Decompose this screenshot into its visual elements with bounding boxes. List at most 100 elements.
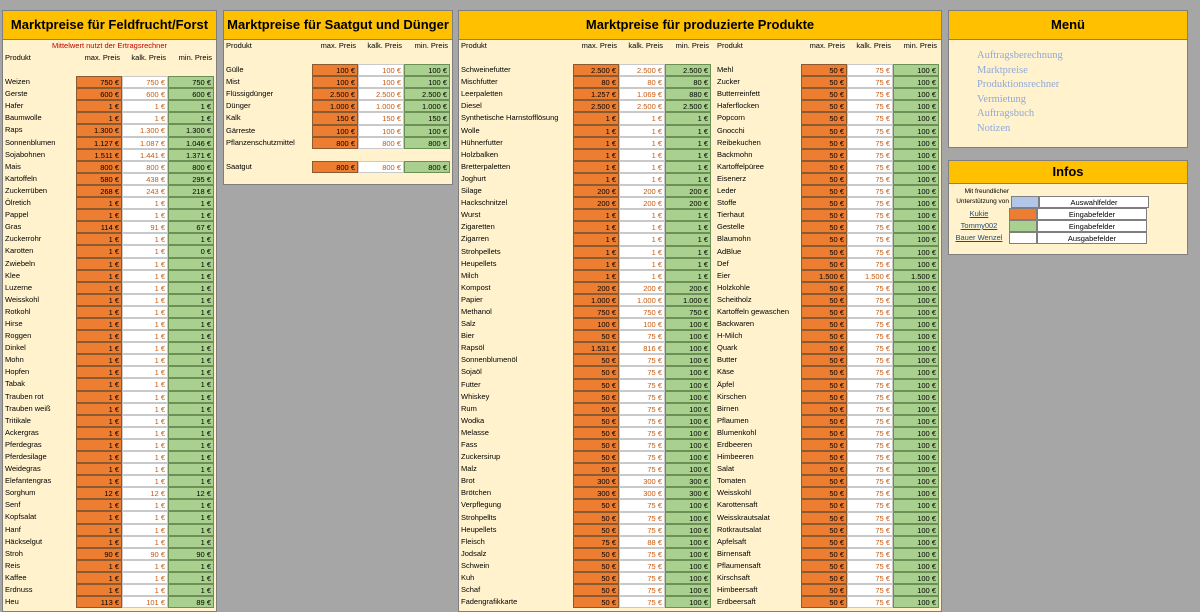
max-price-cell[interactable]: 800 €: [312, 160, 358, 173]
min-price-cell[interactable]: 1 €: [168, 499, 214, 512]
max-price-cell[interactable]: 50 €: [573, 584, 619, 597]
max-price-cell[interactable]: 50 €: [573, 426, 619, 439]
max-price-cell[interactable]: 1 €: [76, 475, 122, 488]
max-price-cell[interactable]: 50 €: [801, 559, 847, 573]
max-price-cell[interactable]: 50 €: [801, 100, 847, 113]
menu-item-produktionsrechner[interactable]: Produktionsrechner: [977, 79, 1060, 90]
min-price-cell[interactable]: 100 €: [665, 451, 711, 464]
min-price-cell[interactable]: 1.371 €: [168, 148, 214, 161]
min-price-cell[interactable]: 1 €: [168, 197, 214, 210]
max-price-cell[interactable]: 100 €: [312, 76, 358, 89]
min-price-cell[interactable]: 1 €: [168, 233, 214, 246]
max-price-cell[interactable]: 1 €: [76, 305, 122, 318]
max-price-cell[interactable]: 1.000 €: [573, 293, 619, 306]
min-price-cell[interactable]: 100 €: [893, 402, 939, 415]
max-price-cell[interactable]: 1 €: [573, 269, 619, 282]
max-price-cell[interactable]: 1 €: [76, 233, 122, 246]
max-price-cell[interactable]: 1 €: [76, 293, 122, 306]
max-price-cell[interactable]: 1 €: [76, 366, 122, 379]
min-price-cell[interactable]: 100 €: [665, 426, 711, 439]
max-price-cell[interactable]: 2.500 €: [573, 64, 619, 77]
max-price-cell[interactable]: 1 €: [76, 426, 122, 439]
min-price-cell[interactable]: 100 €: [665, 402, 711, 415]
min-price-cell[interactable]: 1 €: [168, 281, 214, 294]
min-price-cell[interactable]: 1 €: [665, 148, 711, 161]
max-price-cell[interactable]: 50 €: [573, 390, 619, 403]
min-price-cell[interactable]: 200 €: [665, 185, 711, 198]
max-price-cell[interactable]: 2.500 €: [312, 88, 358, 101]
min-price-cell[interactable]: 100 €: [893, 76, 939, 89]
max-price-cell[interactable]: 1.257 €: [573, 88, 619, 101]
max-price-cell[interactable]: 1 €: [573, 148, 619, 161]
min-price-cell[interactable]: 100 €: [665, 511, 711, 524]
min-price-cell[interactable]: 100 €: [893, 160, 939, 173]
max-price-cell[interactable]: 1 €: [573, 160, 619, 173]
max-price-cell[interactable]: 50 €: [801, 511, 847, 524]
min-price-cell[interactable]: 1 €: [168, 366, 214, 379]
max-price-cell[interactable]: 50 €: [801, 76, 847, 89]
max-price-cell[interactable]: 50 €: [801, 64, 847, 77]
min-price-cell[interactable]: 100 €: [665, 499, 711, 512]
min-price-cell[interactable]: 100 €: [893, 426, 939, 439]
max-price-cell[interactable]: 50 €: [573, 451, 619, 464]
min-price-cell[interactable]: 800 €: [404, 160, 450, 173]
min-price-cell[interactable]: 100 €: [893, 499, 939, 512]
max-price-cell[interactable]: 50 €: [801, 523, 847, 536]
min-price-cell[interactable]: 1 €: [168, 559, 214, 572]
min-price-cell[interactable]: 1 €: [168, 354, 214, 367]
min-price-cell[interactable]: 1 €: [168, 535, 214, 548]
max-price-cell[interactable]: 50 €: [573, 559, 619, 573]
min-price-cell[interactable]: 100 €: [893, 64, 939, 77]
min-price-cell[interactable]: 100 €: [665, 414, 711, 427]
min-price-cell[interactable]: 100 €: [893, 439, 939, 452]
max-price-cell[interactable]: 50 €: [801, 414, 847, 427]
max-price-cell[interactable]: 50 €: [801, 499, 847, 512]
menu-item-notizen[interactable]: Notizen: [977, 122, 1011, 134]
min-price-cell[interactable]: 100 €: [893, 209, 939, 222]
min-price-cell[interactable]: 100 €: [893, 559, 939, 573]
min-price-cell[interactable]: 1 €: [168, 342, 214, 355]
max-price-cell[interactable]: 114 €: [76, 221, 122, 234]
min-price-cell[interactable]: 1 €: [665, 257, 711, 270]
min-price-cell[interactable]: 1 €: [168, 330, 214, 343]
min-price-cell[interactable]: 1.500 €: [893, 269, 939, 282]
max-price-cell[interactable]: 1 €: [76, 499, 122, 512]
min-price-cell[interactable]: 100 €: [404, 64, 450, 77]
min-price-cell[interactable]: 218 €: [168, 184, 214, 198]
min-price-cell[interactable]: 1 €: [168, 269, 214, 282]
max-price-cell[interactable]: 50 €: [801, 596, 847, 609]
min-price-cell[interactable]: 1 €: [665, 124, 711, 137]
min-price-cell[interactable]: 100 €: [893, 136, 939, 149]
credit-link-tommy002[interactable]: Tommy002: [960, 221, 998, 230]
max-price-cell[interactable]: 50 €: [801, 148, 847, 161]
min-price-cell[interactable]: 100 €: [893, 535, 939, 548]
max-price-cell[interactable]: 50 €: [801, 451, 847, 464]
max-price-cell[interactable]: 100 €: [312, 124, 358, 137]
min-price-cell[interactable]: 100 €: [893, 281, 939, 294]
min-price-cell[interactable]: 750 €: [168, 76, 214, 89]
max-price-cell[interactable]: 1.511 €: [76, 148, 122, 161]
max-price-cell[interactable]: 50 €: [573, 572, 619, 585]
max-price-cell[interactable]: 300 €: [573, 475, 619, 488]
min-price-cell[interactable]: 300 €: [665, 475, 711, 488]
max-price-cell[interactable]: 50 €: [801, 390, 847, 403]
max-price-cell[interactable]: 50 €: [573, 378, 619, 391]
min-price-cell[interactable]: 100 €: [665, 354, 711, 367]
min-price-cell[interactable]: 100 €: [893, 584, 939, 597]
min-price-cell[interactable]: 1 €: [168, 100, 214, 113]
min-price-cell[interactable]: 100 €: [404, 124, 450, 137]
min-price-cell[interactable]: 100 €: [893, 378, 939, 391]
max-price-cell[interactable]: 50 €: [801, 426, 847, 439]
max-price-cell[interactable]: 50 €: [801, 209, 847, 222]
max-price-cell[interactable]: 1 €: [76, 330, 122, 343]
max-price-cell[interactable]: 80 €: [573, 76, 619, 89]
max-price-cell[interactable]: 1 €: [573, 112, 619, 125]
min-price-cell[interactable]: 100 €: [665, 572, 711, 585]
max-price-cell[interactable]: 1 €: [76, 571, 122, 585]
min-price-cell[interactable]: 100 €: [893, 572, 939, 585]
max-price-cell[interactable]: 113 €: [76, 596, 122, 609]
min-price-cell[interactable]: 1 €: [168, 414, 214, 427]
min-price-cell[interactable]: 100 €: [665, 547, 711, 560]
max-price-cell[interactable]: 1 €: [76, 378, 122, 391]
min-price-cell[interactable]: 89 €: [168, 596, 214, 609]
